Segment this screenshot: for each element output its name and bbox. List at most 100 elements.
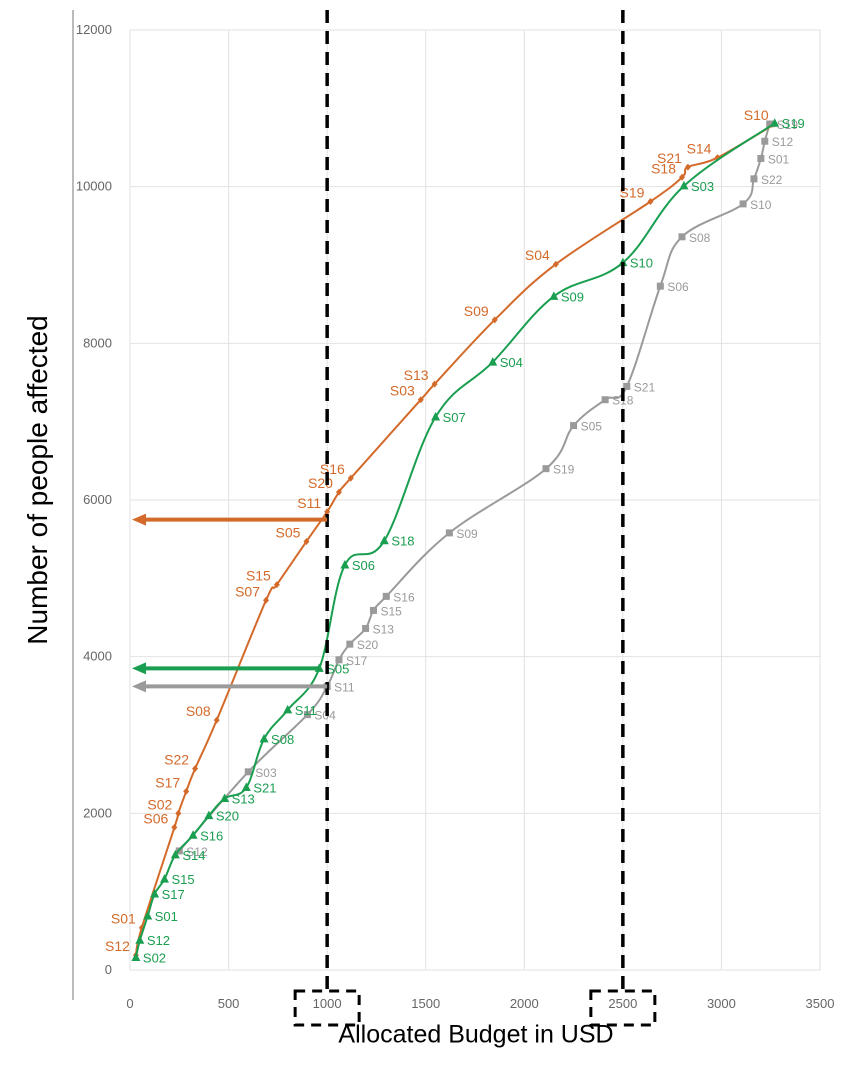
data-point [549, 291, 559, 300]
data-point [552, 260, 559, 268]
data-point [684, 163, 691, 171]
point-label: S12 [186, 845, 208, 859]
point-label: S20 [216, 809, 239, 824]
data-point [417, 396, 424, 404]
data-point [570, 422, 578, 430]
point-label: S09 [464, 303, 489, 319]
data-point [335, 488, 342, 496]
point-label: S18 [391, 534, 414, 549]
data-point [263, 596, 270, 604]
arrows [132, 513, 328, 693]
data-point [750, 175, 758, 183]
x-tick-label: 1500 [411, 996, 440, 1011]
point-label: S21 [253, 780, 276, 795]
data-point [445, 529, 453, 537]
point-label: S19 [620, 185, 645, 201]
x-tick-label: 3500 [806, 996, 835, 1011]
point-label: S12 [105, 938, 130, 954]
data-point [175, 809, 182, 817]
x-tick-label: 1000 [313, 996, 342, 1011]
data-point [679, 180, 689, 190]
point-label: S22 [164, 752, 189, 768]
data-point [150, 889, 160, 898]
point-label: S03 [390, 383, 415, 399]
point-label: S21 [634, 380, 656, 394]
point-label: S14 [687, 141, 712, 157]
point-label: S13 [373, 622, 395, 636]
data-point [183, 787, 190, 795]
point-label: S13 [232, 791, 255, 806]
data-point [335, 656, 343, 664]
highlight-box [293, 989, 361, 1027]
data-point [679, 173, 685, 181]
grid [129, 29, 821, 971]
data-point [303, 538, 310, 546]
data-point [135, 935, 145, 944]
data-point [283, 704, 293, 714]
point-label: S19 [782, 116, 805, 131]
data-point [678, 233, 686, 241]
data-point [220, 793, 230, 802]
data-point [362, 624, 370, 632]
point-label: S15 [380, 604, 402, 618]
arrow-head-green [132, 662, 146, 675]
point-label: S09 [456, 527, 478, 541]
point-label: S11 [295, 703, 317, 718]
data-point [647, 198, 654, 206]
data-point [188, 830, 198, 839]
data-point [347, 474, 354, 482]
point-label: S01 [111, 911, 136, 927]
point-label: S05 [276, 525, 301, 541]
point-label: S20 [357, 638, 379, 652]
point-label: S13 [404, 367, 429, 383]
y-tick-label: 4000 [83, 649, 112, 664]
point-label: S14 [182, 848, 205, 863]
data-point [369, 606, 377, 614]
data-point [431, 411, 441, 421]
arrow-head-gray [132, 680, 146, 693]
point-label: S05 [326, 661, 349, 676]
data-point [160, 874, 169, 883]
point-label: S12 [772, 135, 794, 149]
point-label: S10 [630, 256, 653, 271]
data-point [213, 716, 220, 724]
point-label: S07 [443, 410, 466, 425]
point-label: S10 [750, 198, 772, 212]
data-point [757, 154, 765, 162]
data-point [739, 200, 747, 208]
point-label: S18 [651, 160, 676, 176]
point-labels: S12S03S04S11S17S20S13S15S16S09S19S05S18S… [105, 107, 805, 965]
point-label: S06 [143, 810, 168, 826]
point-label: S16 [200, 828, 223, 843]
point-label: S20 [308, 475, 333, 491]
point-label: S02 [147, 796, 172, 812]
x-tick-label: 500 [218, 996, 240, 1011]
point-label: S12 [147, 933, 170, 948]
data-point [379, 535, 389, 545]
point-label: S19 [777, 118, 799, 132]
y-tick-label: 2000 [83, 805, 112, 820]
x-tick-label: 3000 [707, 996, 736, 1011]
point-label: S19 [553, 463, 575, 477]
point-label: S02 [143, 950, 166, 965]
data-point [131, 952, 141, 961]
point-label: S11 [297, 495, 321, 511]
point-label: S04 [500, 355, 523, 370]
data-point [601, 396, 609, 404]
point-label: S03 [691, 179, 714, 194]
series-line-green [134, 122, 776, 958]
point-label: S07 [235, 583, 260, 599]
arrow-head-orange [132, 513, 146, 526]
point-label: S01 [155, 909, 178, 924]
x-axis-label: Allocated Budget in USD [338, 1020, 614, 1049]
series-line-orange [134, 123, 776, 956]
point-label: S04 [525, 247, 550, 263]
y-tick-label: 8000 [83, 335, 112, 350]
data-point [766, 120, 774, 128]
axis-ticks: 0 500 1000 1500 2000 2500 3000 3500 0 2000 4000 600… [76, 22, 835, 1011]
y-tick-label: 12000 [76, 22, 112, 37]
point-label: S03 [255, 766, 277, 780]
data-point [171, 823, 178, 831]
series-lines [131, 118, 780, 961]
data-point [491, 316, 498, 324]
